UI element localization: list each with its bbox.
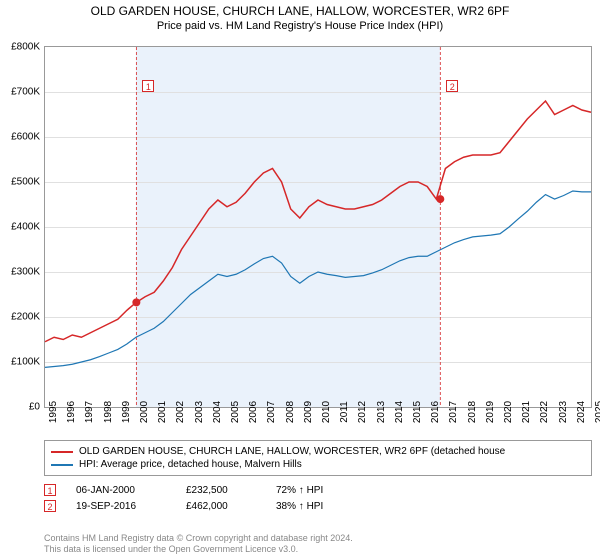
x-tick-label: 2016 xyxy=(430,401,441,423)
plot-svg xyxy=(44,46,592,408)
x-tick-label: 2017 xyxy=(448,401,459,423)
legend: OLD GARDEN HOUSE, CHURCH LANE, HALLOW, W… xyxy=(44,440,592,476)
x-tick-label: 2010 xyxy=(321,401,332,423)
x-tick-label: 2014 xyxy=(394,401,405,423)
x-tick-label: 2013 xyxy=(376,401,387,423)
x-tick-label: 2011 xyxy=(339,401,350,423)
x-tick-label: 2012 xyxy=(357,401,368,423)
x-tick-label: 2021 xyxy=(521,401,532,423)
legend-label: OLD GARDEN HOUSE, CHURCH LANE, HALLOW, W… xyxy=(79,446,505,457)
x-tick-label: 2001 xyxy=(157,401,168,423)
x-tick-label: 1995 xyxy=(48,401,59,423)
series-price_paid xyxy=(45,101,591,342)
legend-swatch xyxy=(51,451,73,453)
sale-label-box: 2 xyxy=(446,80,458,92)
chart-title: OLD GARDEN HOUSE, CHURCH LANE, HALLOW, W… xyxy=(0,0,600,18)
y-tick-label: £700K xyxy=(0,87,40,98)
legend-label: HPI: Average price, detached house, Malv… xyxy=(79,459,302,470)
y-tick-label: £100K xyxy=(0,357,40,368)
footer: Contains HM Land Registry data © Crown c… xyxy=(44,533,353,556)
x-tick-label: 2015 xyxy=(412,401,423,423)
y-tick-label: £0 xyxy=(0,402,40,413)
plot-area: 12 xyxy=(44,46,592,408)
y-tick-label: £400K xyxy=(0,222,40,233)
sale-marker-dot xyxy=(436,195,444,203)
x-tick-label: 2005 xyxy=(230,401,241,423)
y-tick-label: £600K xyxy=(0,132,40,143)
x-tick-label: 2019 xyxy=(485,401,496,423)
sales-table: 1 06-JAN-2000 £232,500 72% ↑ HPI 2 19-SEP-201… xyxy=(44,482,346,514)
x-tick-label: 2024 xyxy=(576,401,587,423)
x-tick-label: 2000 xyxy=(139,401,150,423)
x-tick-label: 2020 xyxy=(503,401,514,423)
x-tick-label: 2006 xyxy=(248,401,259,423)
sale-price: £462,000 xyxy=(186,501,256,512)
x-tick-label: 2023 xyxy=(558,401,569,423)
footer-line-1: Contains HM Land Registry data © Crown c… xyxy=(44,533,353,545)
x-tick-label: 2002 xyxy=(175,401,186,423)
sale-label-box: 1 xyxy=(142,80,154,92)
y-tick-label: £300K xyxy=(0,267,40,278)
x-tick-label: 1998 xyxy=(103,401,114,423)
x-tick-label: 1999 xyxy=(121,401,132,423)
sale-row: 2 19-SEP-2016 £462,000 38% ↑ HPI xyxy=(44,498,346,514)
x-tick-label: 2008 xyxy=(285,401,296,423)
sale-date: 06-JAN-2000 xyxy=(76,485,166,496)
legend-swatch xyxy=(51,464,73,466)
x-tick-label: 2007 xyxy=(266,401,277,423)
x-tick-label: 2025 xyxy=(594,401,600,423)
sale-price: £232,500 xyxy=(186,485,256,496)
sale-marker-dot xyxy=(132,298,140,306)
sale-row-marker: 2 xyxy=(44,500,56,512)
x-tick-label: 1996 xyxy=(66,401,77,423)
x-tick-label: 2018 xyxy=(467,401,478,423)
y-tick-label: £200K xyxy=(0,312,40,323)
sale-date: 19-SEP-2016 xyxy=(76,501,166,512)
x-tick-label: 2003 xyxy=(194,401,205,423)
x-tick-label: 2009 xyxy=(303,401,314,423)
sale-pct: 38% ↑ HPI xyxy=(276,501,346,512)
sale-row-marker: 1 xyxy=(44,484,56,496)
legend-item: HPI: Average price, detached house, Malv… xyxy=(51,458,585,471)
y-tick-label: £800K xyxy=(0,42,40,53)
x-tick-label: 1997 xyxy=(84,401,95,423)
footer-line-2: This data is licensed under the Open Gov… xyxy=(44,544,353,556)
y-tick-label: £500K xyxy=(0,177,40,188)
sale-pct: 72% ↑ HPI xyxy=(276,485,346,496)
chart-subtitle: Price paid vs. HM Land Registry's House … xyxy=(0,18,600,32)
legend-item: OLD GARDEN HOUSE, CHURCH LANE, HALLOW, W… xyxy=(51,445,585,458)
chart-container: OLD GARDEN HOUSE, CHURCH LANE, HALLOW, W… xyxy=(0,0,600,560)
sale-row: 1 06-JAN-2000 £232,500 72% ↑ HPI xyxy=(44,482,346,498)
x-tick-label: 2004 xyxy=(212,401,223,423)
x-tick-label: 2022 xyxy=(539,401,550,423)
series-hpi xyxy=(45,191,591,367)
